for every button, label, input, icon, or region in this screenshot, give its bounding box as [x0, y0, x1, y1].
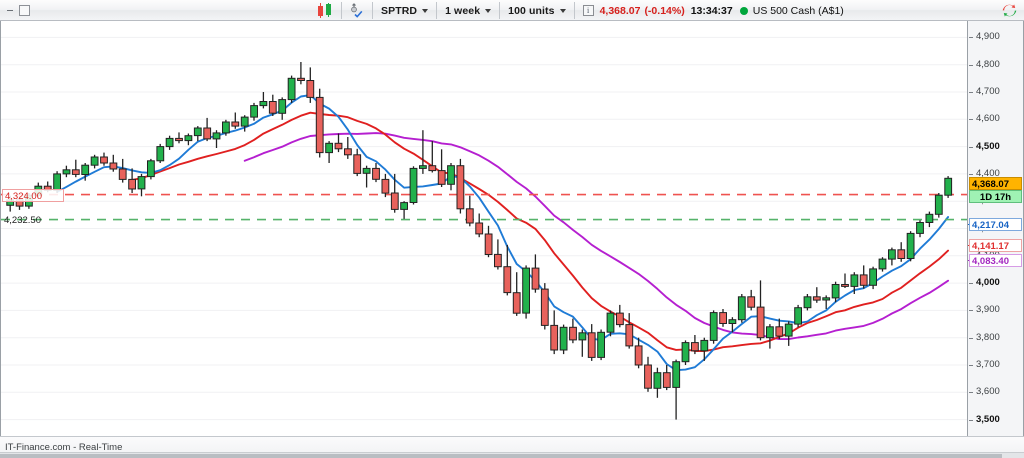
- units-label: 100 units: [508, 4, 555, 17]
- candlestick-chart-icon: [317, 3, 333, 18]
- tag-leader-line: [968, 260, 969, 262]
- price-tick-3800: 3,800: [968, 332, 1023, 344]
- timeframe-selector[interactable]: 1 week: [441, 2, 495, 19]
- refresh-sync-icon[interactable]: [1001, 4, 1018, 22]
- toolbar-left-group: [0, 4, 30, 16]
- price-tick-3700: 3,700: [968, 359, 1023, 371]
- toolbar-divider-5: [573, 2, 575, 19]
- chevron-down-icon: [422, 8, 429, 13]
- price-tick-3500: 3,500: [968, 414, 1023, 426]
- bar-countdown-tag[interactable]: 1D 17h: [969, 189, 1022, 203]
- price-tick-4500: 4,500: [968, 141, 1023, 153]
- divider-dash: [7, 9, 13, 11]
- chart-type-button[interactable]: [313, 2, 337, 19]
- support-level-label[interactable]: 4,232.50: [4, 214, 41, 226]
- last-price-value: 4,368.07: [599, 4, 641, 17]
- ma-purple-tag[interactable]: 4,083.40: [968, 254, 1022, 268]
- ma-blue-tag[interactable]: 4,217.04: [968, 217, 1022, 231]
- price-tick-4600: 4,600: [968, 113, 1023, 125]
- info-icon: i: [582, 5, 594, 16]
- toolbar-divider-2: [372, 2, 373, 19]
- panel-toggle-button[interactable]: [19, 4, 30, 16]
- symbol-selector[interactable]: SPTRD: [377, 2, 432, 19]
- quote-time: 13:34:37: [690, 4, 733, 17]
- tag-leader-line: [968, 244, 969, 246]
- timeframe-label: 1 week: [445, 4, 481, 17]
- ma-red-tag[interactable]: 4,141.17: [968, 238, 1022, 252]
- symbol-label: SPTRD: [381, 4, 418, 17]
- price-tick-4800: 4,800: [968, 59, 1023, 71]
- last-price-tag[interactable]: 4,368.07: [969, 176, 1022, 190]
- chevron-down-icon: [485, 8, 492, 13]
- toolbar-divider-4: [499, 2, 501, 19]
- price-plot-area[interactable]: 4,324.00 4,232.50: [0, 21, 968, 436]
- horizontal-scrollbar[interactable]: [0, 452, 1024, 458]
- price-tick-4900: 4,900: [968, 31, 1023, 43]
- cursor-tool-icon: [350, 3, 364, 18]
- price-tick-4400: 4,400: [968, 168, 1023, 180]
- price-tick-4700: 4,700: [968, 86, 1023, 98]
- candlestick-svg: [1, 36, 967, 421]
- resistance-level-label[interactable]: 4,324.00: [2, 188, 64, 202]
- price-tick-3900: 3,900: [968, 304, 1023, 316]
- toolbar-divider-3: [436, 2, 438, 19]
- price-tick-3600: 3,600: [968, 386, 1023, 398]
- cursor-tool-button[interactable]: [346, 2, 368, 19]
- toolbar-right-group: [1001, 2, 1018, 22]
- price-change-value: (-0.14%): [644, 4, 685, 17]
- chevron-down-icon: [559, 8, 566, 13]
- market-status-dot: [739, 6, 748, 15]
- status-text: IT-Finance.com - Real-Time: [5, 442, 123, 453]
- toolbar-center-group: SPTRD 1 week 100 units i 4,368.07 (-0.14…: [313, 0, 848, 21]
- quote-readout[interactable]: i 4,368.07 (-0.14%) 13:34:37 US 500 Cash…: [579, 2, 848, 19]
- chart-frame: 4,324.00 4,232.50 4,900 4,800 4,700 4,600 4,5…: [0, 21, 1024, 436]
- toolbar-divider-1: [341, 2, 342, 19]
- tag-leader-line: [968, 223, 969, 225]
- chart-toolbar: SPTRD 1 week 100 units i 4,368.07 (-0.14…: [0, 0, 1024, 21]
- units-selector[interactable]: 100 units: [504, 2, 569, 19]
- scrollbar-thumb[interactable]: [0, 454, 1002, 458]
- price-axis[interactable]: 4,9004,8004,7004,6004,5004,4004,3004,200…: [968, 21, 1024, 436]
- instrument-name: US 500 Cash (A$1): [752, 4, 844, 17]
- price-tick-4000: 4,000: [968, 277, 1023, 289]
